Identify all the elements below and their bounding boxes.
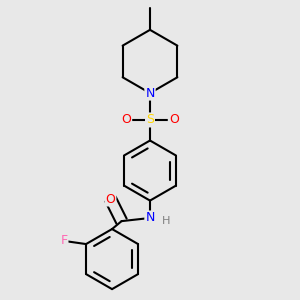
Text: O: O	[169, 113, 179, 127]
Text: O: O	[106, 193, 116, 206]
Text: N: N	[145, 87, 155, 100]
Text: S: S	[146, 113, 154, 127]
Text: H: H	[162, 215, 170, 226]
Text: O: O	[121, 113, 131, 127]
Text: N: N	[145, 212, 155, 224]
Text: F: F	[60, 234, 68, 248]
